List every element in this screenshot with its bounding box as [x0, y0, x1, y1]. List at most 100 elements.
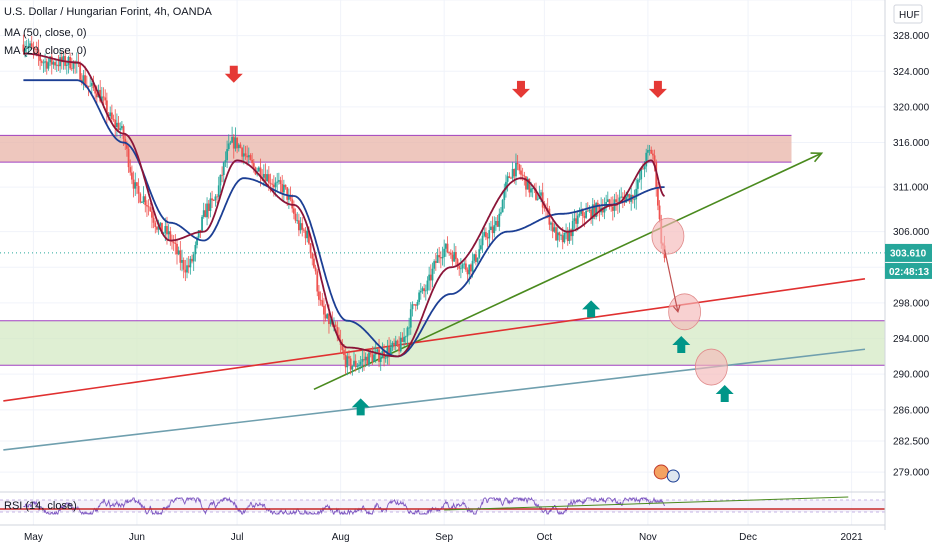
candle-body [32, 46, 35, 49]
candle-body [274, 182, 277, 188]
x-tick-label: Jul [231, 532, 244, 543]
candle-body [535, 189, 537, 200]
candle-body [359, 361, 362, 365]
candle-body [384, 357, 387, 359]
candle-body [580, 209, 582, 214]
candle-body [449, 252, 452, 255]
up-arrow-icon [715, 385, 734, 402]
candle-body [356, 366, 359, 368]
candle-body [286, 187, 289, 200]
ma20-legend[interactable]: MA (20, close, 0) [4, 45, 87, 57]
candle-body [49, 56, 51, 63]
rsi-legend[interactable]: RSI (14, close) [4, 500, 77, 512]
candle-body [291, 199, 294, 209]
candle-body [139, 193, 142, 203]
candle-body [520, 170, 522, 175]
candle-body [179, 250, 182, 263]
candle-body [540, 192, 542, 196]
candle-body [95, 93, 98, 98]
candle-body [628, 194, 631, 202]
candle-body [144, 196, 147, 206]
x-tick-label: Jun [129, 532, 145, 543]
candle-body [244, 153, 247, 156]
candle-body [266, 174, 269, 182]
candle-body [120, 126, 123, 129]
candle-body [137, 185, 140, 194]
candle-body [456, 259, 459, 266]
candle-body [239, 144, 242, 148]
candle-body [491, 226, 494, 234]
candle-body [257, 167, 260, 172]
candle-body [30, 43, 33, 47]
candle-body [459, 268, 462, 270]
rsi-green-trendline [444, 496, 849, 511]
candle-body [413, 304, 416, 306]
candle-body [57, 64, 60, 67]
candle-body [378, 349, 380, 362]
candle-body [35, 49, 38, 50]
candle-body [444, 243, 447, 249]
candle-body [251, 159, 254, 164]
candle-body [551, 222, 554, 232]
candle-body [187, 265, 190, 268]
candle-body [531, 188, 534, 189]
candle-body [651, 153, 654, 156]
candle-body [67, 56, 70, 65]
candle-body [234, 137, 237, 149]
candle-body [363, 359, 365, 361]
candle-body [578, 213, 581, 216]
countdown-tag [885, 262, 932, 279]
candle-body [191, 258, 193, 262]
candle-body [249, 155, 252, 160]
candle-body [615, 199, 618, 202]
candle-body [62, 56, 65, 63]
x-tick-label: 2021 [840, 532, 863, 543]
candle-body [536, 198, 539, 200]
candle-body [267, 174, 270, 183]
candle-body [354, 360, 357, 368]
candle-body [54, 62, 57, 66]
currency-badge[interactable] [893, 4, 923, 24]
candle-body [272, 184, 275, 188]
candle-body [568, 229, 571, 242]
candle-body [485, 232, 487, 238]
ma50-legend[interactable]: MA (50, close, 0) [4, 27, 87, 39]
candle-body [164, 226, 167, 233]
candle-body [591, 204, 594, 219]
x-tick-label: May [24, 532, 43, 543]
candle-body [655, 162, 658, 189]
support-zone [0, 320, 885, 366]
candle-body [42, 62, 45, 64]
candle-body [361, 359, 364, 362]
candle-body [561, 235, 564, 243]
candle-body [241, 147, 244, 157]
candle-body [196, 237, 198, 246]
candle-body [366, 356, 369, 365]
candle-body [396, 340, 399, 346]
candle-body [174, 243, 177, 244]
candle-body [308, 230, 310, 244]
candle-body [553, 227, 556, 232]
candle-body [653, 155, 656, 163]
candle-body [416, 302, 419, 306]
highlight-circle [651, 217, 685, 255]
candle-body [368, 352, 370, 365]
rsi-band [0, 500, 885, 512]
candle-body [219, 174, 222, 186]
candle-body [157, 225, 160, 230]
candle-body [217, 185, 220, 197]
candle-body [289, 195, 292, 200]
candle-body [463, 263, 466, 265]
candle-body [70, 68, 73, 70]
candle-body [625, 196, 628, 203]
candle-body [526, 178, 529, 190]
candle-body [222, 162, 225, 176]
trendline-arrowhead [810, 152, 824, 163]
candle-body [104, 97, 107, 101]
candle-body [364, 356, 367, 361]
candle-body [623, 198, 626, 203]
up-arrow-icon [582, 300, 601, 318]
candle-body [34, 48, 36, 50]
